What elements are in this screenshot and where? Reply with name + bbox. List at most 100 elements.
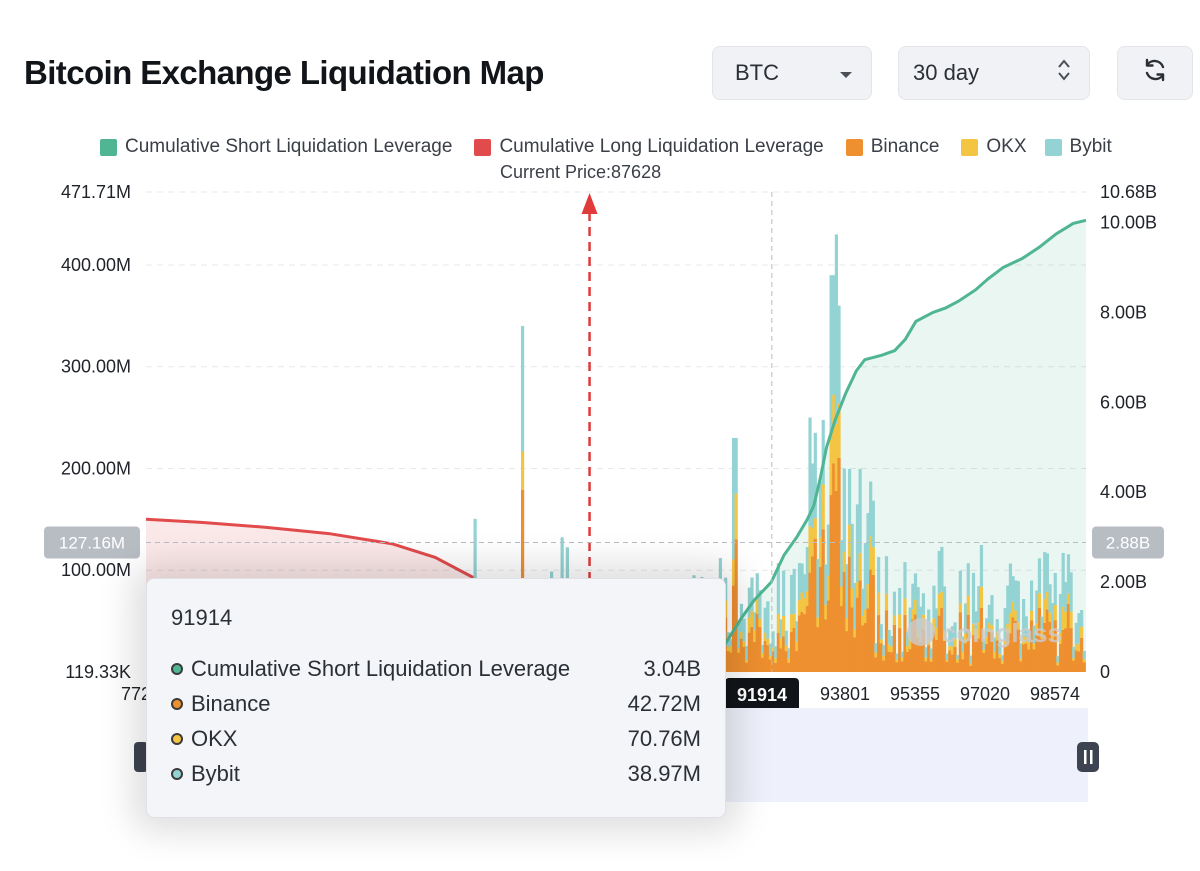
bar-okx [829, 439, 833, 496]
bar-binance [1064, 628, 1068, 672]
bar-okx [950, 646, 955, 655]
bar-okx [913, 599, 918, 615]
bar-bybit [829, 275, 833, 440]
bar-bybit [998, 642, 1002, 654]
bar-okx [1027, 642, 1031, 650]
bar-okx [985, 636, 989, 644]
bar-okx [805, 591, 809, 607]
bar-binance [1006, 632, 1010, 672]
bar-bybit [737, 623, 741, 649]
bar-binance [979, 607, 984, 672]
bar-okx [731, 559, 736, 586]
tooltip-dot [171, 662, 183, 675]
bar-bybit [898, 587, 902, 615]
bar-bybit [520, 326, 525, 452]
legend-label: Cumulative Short Liquidation Leverage [125, 136, 453, 157]
bar-binance [847, 556, 852, 672]
y-right-tick-label: 0 [1100, 662, 1110, 682]
bar-binance [805, 606, 809, 672]
bar-okx [995, 632, 999, 641]
bar-bybit [892, 591, 897, 616]
legend-binance[interactable]: Binance [845, 136, 939, 158]
bar-bybit [800, 563, 804, 593]
pause-handle-icon [1090, 750, 1093, 764]
tooltip-label: Cumulative Short Liquidation Leverage [191, 655, 571, 681]
bar-binance [734, 539, 738, 672]
bar-bybit [990, 594, 994, 626]
long-cumulative-line [145, 517, 505, 604]
bar-okx [990, 625, 994, 633]
bar-bybit [834, 234, 838, 424]
bar-binance [884, 610, 889, 672]
bar-okx [903, 598, 907, 615]
bar-okx [866, 584, 870, 609]
bar-okx [1077, 643, 1081, 652]
bar-okx [813, 518, 817, 539]
bar-bybit [971, 572, 976, 624]
bar-okx [1082, 659, 1086, 663]
bar-okx [998, 653, 1002, 659]
bar-binance [768, 659, 773, 672]
bar-bybit [953, 622, 957, 639]
bar-okx [816, 617, 820, 627]
bar-okx [935, 627, 939, 640]
legend-long-cumulative[interactable]: Cumulative Long Liquidation Leverage [474, 136, 824, 158]
bar-bybit [956, 655, 960, 660]
bar-binance [908, 649, 912, 672]
bar-bybit [808, 417, 812, 527]
bar-okx [884, 593, 889, 611]
bar-binance [942, 640, 947, 672]
tooltip-label: OKX [191, 725, 238, 751]
legend-short-cumulative[interactable]: Cumulative Short Liquidation Leverage [100, 136, 452, 158]
range-select[interactable]: 30 day [898, 46, 1090, 100]
bar-okx [1040, 629, 1044, 640]
bar-okx [932, 618, 936, 631]
bar-okx [784, 645, 788, 651]
bar-okx [876, 592, 881, 616]
bar-binance [774, 663, 778, 672]
y-right-tick-label: 4.00B [1100, 482, 1147, 502]
bar-binance [1000, 663, 1005, 672]
bar-binance [866, 608, 870, 672]
bar-bybit [742, 618, 746, 642]
bar-okx [768, 656, 773, 660]
tooltip-row-bybit: Bybit 38.97M [171, 756, 701, 791]
bar-bybit [869, 481, 873, 537]
refresh-icon [1141, 56, 1169, 90]
legend-bybit[interactable]: Bybit [1044, 136, 1112, 158]
bar-bybit [784, 630, 788, 646]
bar-okx [840, 586, 844, 607]
page-title: Bitcoin Exchange Liquidation Map [24, 54, 544, 91]
bar-okx [1008, 612, 1013, 634]
bar-binance [903, 614, 907, 672]
bar-binance [993, 658, 997, 672]
bar-bybit [837, 305, 841, 404]
legend-swatch [845, 138, 863, 156]
bar-binance [737, 652, 741, 672]
bar-bybit [871, 500, 875, 548]
bar-okx [787, 658, 791, 663]
bar-binance [1022, 644, 1026, 672]
y-right-tick-label: 2.00B [1100, 572, 1147, 592]
bar-bybit [832, 275, 836, 395]
bar-binance [800, 611, 804, 672]
bar-binance [829, 495, 833, 672]
crosshair-x-value: 91914 [737, 685, 787, 705]
bar-bybit [1061, 552, 1065, 607]
legend-okx[interactable]: OKX [961, 136, 1027, 158]
bar-bybit [905, 632, 910, 646]
bar-bybit [1080, 610, 1084, 627]
bar-okx [797, 600, 802, 616]
bar-bybit [1003, 608, 1007, 641]
bar-binance [971, 635, 976, 672]
bar-okx [1006, 624, 1010, 633]
bar-binance [832, 463, 836, 672]
bar-okx [760, 653, 765, 658]
bar-bybit [948, 629, 952, 646]
bar-binance [940, 607, 944, 672]
coin-select-value: BTC [735, 60, 779, 85]
y-left-tick-label: 200.00M [61, 458, 131, 478]
refresh-button[interactable] [1117, 46, 1193, 100]
bar-okx [1014, 610, 1018, 621]
coin-select[interactable]: BTC [712, 46, 872, 100]
